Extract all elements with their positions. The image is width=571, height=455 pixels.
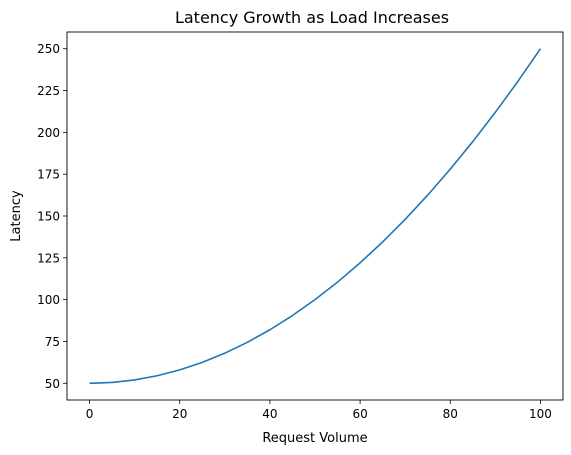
series-line [89, 48, 542, 385]
x-axis-ticks: 0 20 40 60 80 100 [86, 400, 552, 421]
y-tick-label: 175 [37, 168, 60, 182]
y-tick-label: 150 [37, 210, 60, 224]
x-axis-label: Request Volume [262, 431, 367, 446]
y-tick-label: 250 [37, 42, 60, 56]
plot-frame [66, 31, 564, 401]
x-tick-label: 20 [172, 407, 187, 421]
y-tick-label: 50 [45, 377, 60, 391]
x-tick-label: 40 [262, 407, 277, 421]
plot-area [67, 32, 563, 400]
y-tick-label: 125 [37, 251, 60, 265]
y-axis-label: Latency [9, 190, 24, 242]
y-tick-label: 75 [45, 335, 60, 349]
chart-title: Latency Growth as Load Increases [175, 8, 449, 27]
x-tick-label: 0 [86, 407, 94, 421]
y-tick-label: 200 [37, 126, 60, 140]
x-tick-label: 60 [352, 407, 367, 421]
series-layer [89, 48, 542, 385]
y-tick-label: 100 [37, 293, 60, 307]
x-tick-label: 80 [443, 407, 458, 421]
y-tick-label: 225 [37, 84, 60, 98]
x-tick-label: 100 [529, 407, 552, 421]
y-axis-ticks: 50 75 100 125 150 175 200 225 250 [37, 42, 67, 391]
